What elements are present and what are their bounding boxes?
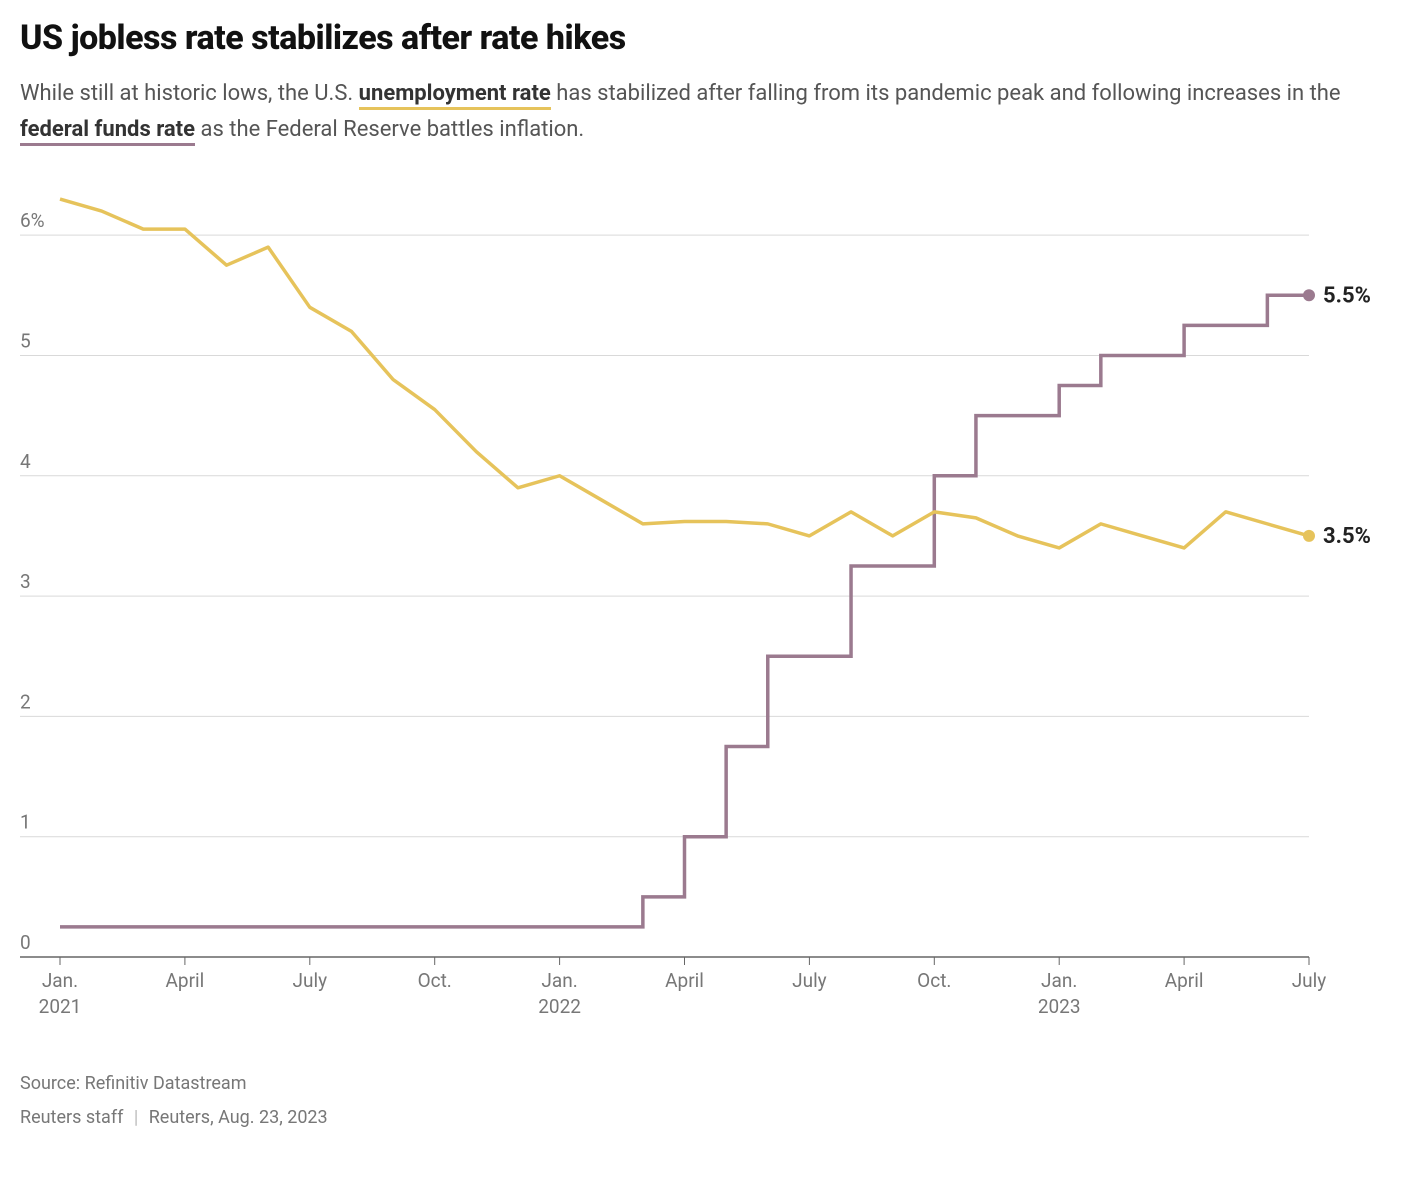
chart-subtitle: While still at historic lows, the U.S. u… bbox=[20, 76, 1407, 149]
series-unemployment bbox=[60, 199, 1309, 548]
publication: Reuters, Aug. 23, 2023 bbox=[149, 1107, 328, 1128]
series-fed-funds bbox=[60, 295, 1309, 927]
x-tick-label: Jan. bbox=[541, 969, 577, 992]
byline: Reuters staff bbox=[20, 1107, 123, 1128]
subtitle-term-unemployment: unemployment rate bbox=[359, 81, 551, 110]
x-tick-label-year: 2023 bbox=[1038, 995, 1081, 1018]
x-tick-label: July bbox=[293, 969, 328, 992]
end-label-fed-funds: 5.5% bbox=[1323, 283, 1371, 308]
subtitle-mid: has stabilized after falling from its pa… bbox=[551, 81, 1341, 106]
x-tick-label: April bbox=[665, 969, 704, 992]
end-marker-fed-funds bbox=[1303, 289, 1315, 301]
end-label-unemployment: 3.5% bbox=[1323, 524, 1371, 549]
y-tick-label: 3 bbox=[20, 570, 31, 593]
subtitle-suffix: as the Federal Reserve battles inflation… bbox=[195, 117, 584, 142]
y-tick-label: 5 bbox=[20, 329, 31, 352]
x-tick-label: April bbox=[1165, 969, 1204, 992]
chart-title: US jobless rate stabilizes after rate hi… bbox=[20, 18, 1407, 58]
end-marker-unemployment bbox=[1303, 530, 1315, 542]
chart-container: 0 1 2 3 4 5 6% Jan. 2021 April July Oct. Jan. 2022 Apr… bbox=[20, 177, 1407, 1037]
x-tick-label-year: 2021 bbox=[39, 995, 82, 1018]
x-tick-label: Oct. bbox=[917, 969, 951, 992]
line-chart: 0 1 2 3 4 5 6% Jan. 2021 April July Oct. Jan. 2022 Apr… bbox=[20, 177, 1407, 1037]
y-tick-label: 0 bbox=[20, 931, 31, 954]
y-tick-label: 4 bbox=[20, 449, 31, 472]
x-tick-label: Oct. bbox=[418, 969, 452, 992]
x-tick-label: Jan. bbox=[42, 969, 78, 992]
x-tick-label: July bbox=[792, 969, 827, 992]
x-tick-label: April bbox=[166, 969, 205, 992]
byline-line: Reuters staff | Reuters, Aug. 23, 2023 bbox=[20, 1101, 1407, 1135]
y-tick-label: 1 bbox=[20, 810, 31, 833]
subtitle-prefix: While still at historic lows, the U.S. bbox=[20, 81, 359, 106]
x-tick-label-year: 2022 bbox=[538, 995, 581, 1018]
x-tick-label: July bbox=[1292, 969, 1327, 992]
subtitle-term-fed-funds: federal funds rate bbox=[20, 117, 195, 146]
y-tick-label: 2 bbox=[20, 690, 31, 713]
source-line: Source: Refinitiv Datastream bbox=[20, 1067, 1407, 1101]
y-tick-label: 6% bbox=[20, 209, 45, 232]
byline-separator: | bbox=[134, 1107, 138, 1128]
chart-footer: Source: Refinitiv Datastream Reuters sta… bbox=[20, 1067, 1407, 1135]
x-tick-label: Jan. bbox=[1041, 969, 1077, 992]
